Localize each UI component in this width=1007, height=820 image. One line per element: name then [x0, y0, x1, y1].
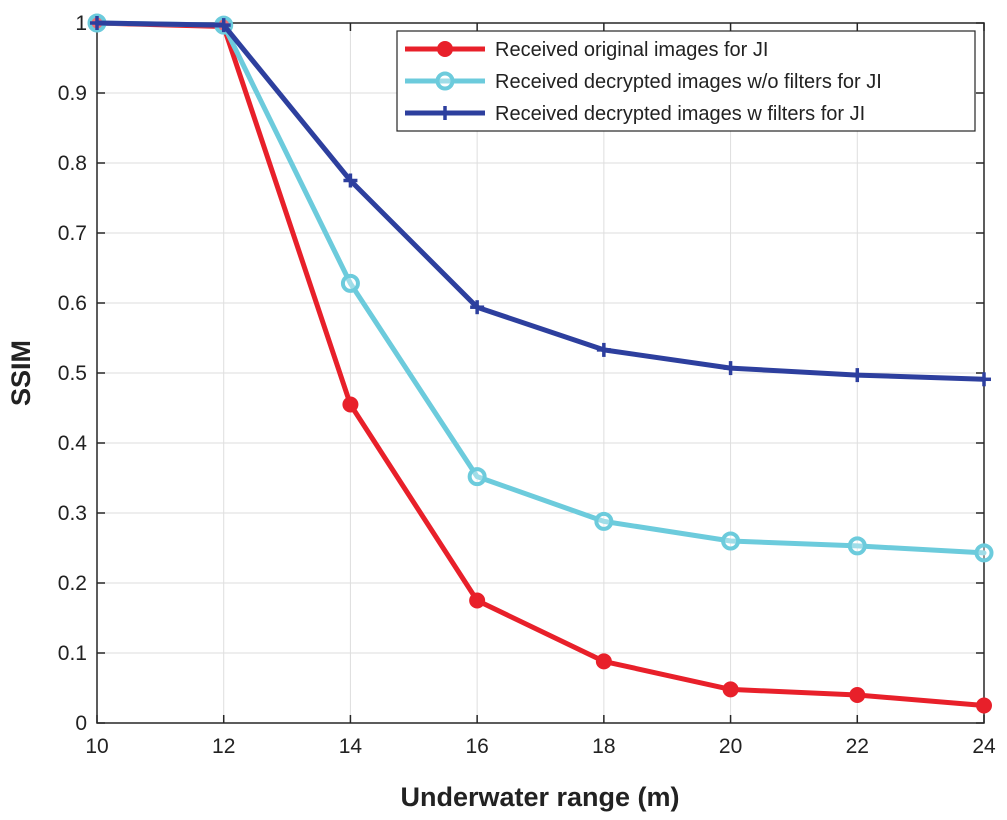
y-tick-label: 0 — [75, 712, 87, 735]
series-3-point — [977, 372, 991, 387]
y-tick-label: 0.3 — [58, 502, 87, 525]
y-tick-label: 0.1 — [58, 642, 87, 665]
series-3-point — [596, 342, 611, 357]
series-3 — [90, 16, 991, 387]
series-2-point — [721, 531, 741, 551]
series-3-line — [94, 20, 987, 382]
y-tick-label: 0.7 — [58, 222, 87, 245]
axis-ticks: 10 12 14 16 18 20 22 24 0 0.1 0.2 0.3 0.4 0.5 0.6 0.7 0.… — [58, 12, 996, 758]
x-tick-label: 22 — [846, 735, 869, 758]
series-3-point — [90, 16, 104, 30]
legend: Received original images for JI Received … — [396, 30, 976, 132]
series-2-point — [594, 511, 614, 531]
series-3-point — [216, 18, 231, 33]
series-3-point — [850, 368, 865, 383]
series-1-point — [849, 687, 866, 703]
x-tick-label: 24 — [972, 735, 996, 758]
series-2-point — [974, 543, 994, 563]
legend-entry: Received decrypted images w filters for … — [405, 103, 865, 125]
series-1-point — [342, 396, 359, 413]
y-axis-title: SSIM — [6, 340, 36, 406]
legend-entry: Received decrypted images w/o filters fo… — [405, 71, 882, 93]
series-2-point — [340, 273, 360, 293]
y-tick-label: 0.5 — [58, 362, 87, 385]
series-1-point — [976, 697, 992, 714]
y-tick-label: 0.8 — [58, 152, 87, 175]
legend-label: Received original images for JI — [495, 39, 768, 61]
legend-label: Received decrypted images w/o filters fo… — [495, 71, 882, 93]
x-tick-label: 12 — [212, 735, 235, 758]
x-axis-title: Underwater range (m) — [400, 782, 679, 812]
y-tick-label: 1 — [75, 12, 87, 35]
series-3-point — [343, 173, 358, 188]
series-1-point — [595, 653, 612, 670]
x-tick-label: 10 — [85, 735, 108, 758]
legend-swatch-marker — [437, 41, 453, 57]
series-layer — [87, 13, 994, 714]
legend-swatch-marker — [435, 71, 455, 91]
series-2-line — [94, 20, 987, 556]
x-tick-label: 18 — [592, 735, 615, 758]
x-tick-label: 16 — [465, 735, 488, 758]
legend-label: Received decrypted images w filters for … — [495, 103, 865, 125]
legend-entry: Received original images for JI — [405, 39, 768, 61]
series-2-point — [847, 536, 867, 556]
y-tick-label: 0.6 — [58, 292, 87, 315]
series-1-point — [722, 681, 739, 698]
legend-swatch-marker — [438, 106, 452, 120]
x-tick-label: 14 — [339, 735, 363, 758]
legend-box — [396, 30, 976, 132]
y-tick-label: 0.4 — [58, 432, 88, 455]
x-tick-label: 20 — [719, 735, 742, 758]
series-1-point — [469, 592, 486, 609]
series-2-point — [467, 467, 487, 487]
series-3-point — [723, 361, 738, 376]
y-tick-label: 0.9 — [58, 82, 87, 105]
y-tick-label: 0.2 — [58, 572, 87, 595]
series-3-point — [470, 300, 485, 315]
series-1-line — [94, 20, 987, 708]
